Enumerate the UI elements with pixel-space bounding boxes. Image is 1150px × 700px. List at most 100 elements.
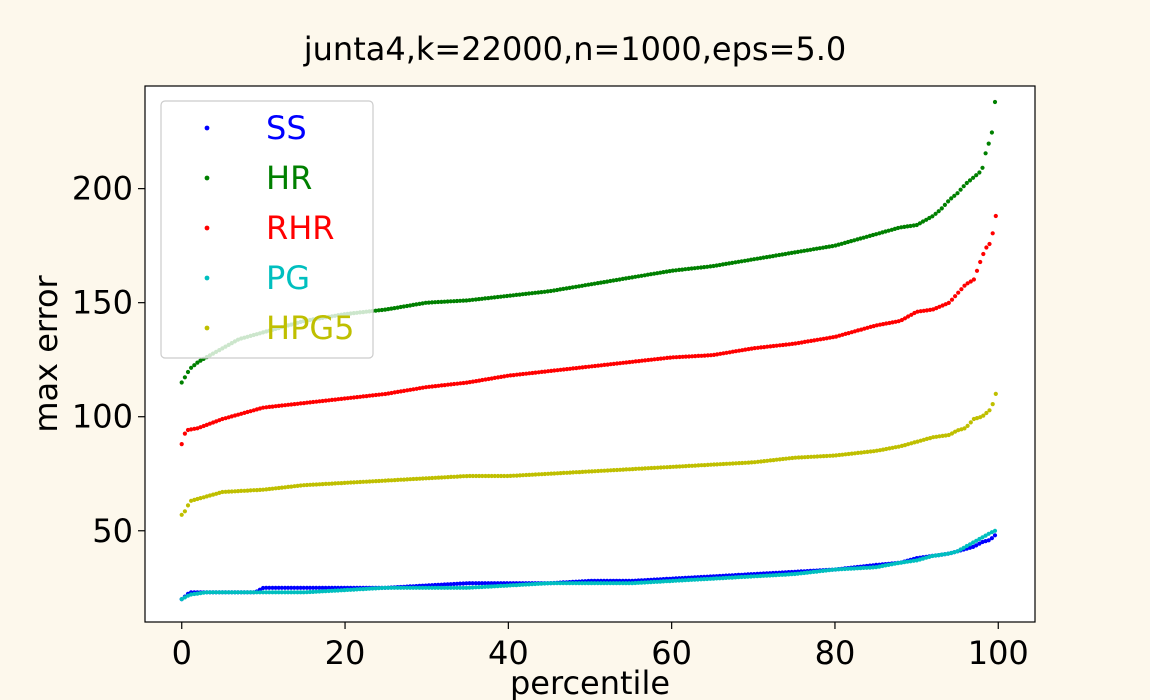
data-point [648, 580, 654, 585]
data-point [905, 224, 910, 229]
x-axis: 0 20 40 60 80 100 [172, 622, 1029, 672]
data-point [664, 269, 669, 274]
data-point [920, 219, 926, 224]
data-point [793, 341, 798, 346]
data-point [389, 306, 394, 311]
data-point [739, 259, 744, 264]
data-point [317, 585, 322, 590]
data-point [589, 282, 594, 287]
data-point [451, 581, 456, 587]
data-point [902, 224, 907, 229]
data-point [473, 581, 478, 586]
data-point [398, 304, 403, 310]
data-point [301, 585, 306, 590]
data-point [815, 337, 820, 342]
data-point [733, 461, 739, 466]
data-point [367, 479, 372, 484]
data-point [261, 590, 266, 595]
data-point [708, 264, 713, 269]
data-point [859, 450, 864, 455]
data-point [780, 342, 786, 348]
data-point [179, 512, 184, 517]
data-point [630, 359, 635, 364]
data-point [357, 587, 363, 592]
data-point [492, 295, 497, 300]
data-point [429, 585, 435, 590]
data-point [677, 354, 682, 360]
data-point [336, 397, 341, 402]
data-point [545, 289, 550, 294]
legend-label: HPG5 [266, 309, 355, 347]
data-point [367, 393, 372, 398]
data-point [576, 284, 582, 289]
data-point [267, 486, 272, 492]
data-point [711, 352, 717, 357]
data-point [752, 257, 757, 262]
data-point [952, 193, 957, 198]
data-point [598, 280, 604, 285]
data-point [705, 462, 710, 467]
data-point [474, 473, 479, 479]
data-point [445, 582, 450, 587]
data-point [789, 572, 794, 577]
data-point [673, 268, 679, 273]
data-point [207, 590, 212, 595]
data-point [724, 350, 729, 355]
data-point [198, 358, 203, 363]
data-point [561, 581, 566, 586]
data-point [621, 467, 626, 472]
data-point [458, 381, 463, 386]
data-point [561, 367, 566, 372]
data-point [790, 341, 795, 346]
data-point [348, 480, 353, 485]
data-point [962, 283, 967, 288]
data-point [780, 252, 785, 257]
data-point [326, 588, 331, 594]
data-point [820, 568, 826, 574]
data-point [636, 359, 642, 364]
data-point [542, 289, 547, 294]
data-point [383, 478, 388, 483]
data-point [780, 456, 786, 462]
data-point [452, 474, 457, 479]
x-tick-label: 20 [325, 634, 366, 672]
data-point [179, 380, 184, 385]
data-point [433, 300, 438, 305]
data-point [717, 576, 722, 581]
data-point [323, 398, 328, 403]
data-point [592, 363, 598, 369]
data-point [664, 579, 669, 584]
data-point [984, 245, 989, 250]
data-point [792, 250, 797, 255]
data-point [962, 426, 967, 431]
data-point [452, 381, 457, 387]
data-point [323, 481, 328, 486]
data-point [501, 583, 506, 588]
data-point [730, 349, 735, 354]
data-point [257, 590, 262, 595]
data-point [270, 590, 275, 595]
data-point [749, 460, 754, 465]
data-point [767, 254, 772, 259]
data-point [577, 365, 582, 370]
data-point [289, 590, 294, 595]
data-point [990, 402, 995, 407]
data-point [282, 590, 288, 595]
data-point [414, 302, 419, 307]
data-point [939, 206, 944, 211]
data-point [723, 261, 729, 266]
data-point [426, 300, 431, 305]
data-point [702, 463, 707, 468]
data-point [690, 463, 695, 468]
data-point [978, 259, 983, 265]
data-point [608, 468, 613, 473]
data-point [433, 475, 438, 480]
series-hpg5 [179, 391, 998, 517]
data-point [911, 223, 916, 228]
data-point [852, 566, 857, 571]
data-point [748, 574, 754, 579]
data-point [282, 585, 288, 590]
data-point [620, 581, 625, 586]
data-point [495, 294, 500, 300]
data-point [423, 300, 428, 305]
